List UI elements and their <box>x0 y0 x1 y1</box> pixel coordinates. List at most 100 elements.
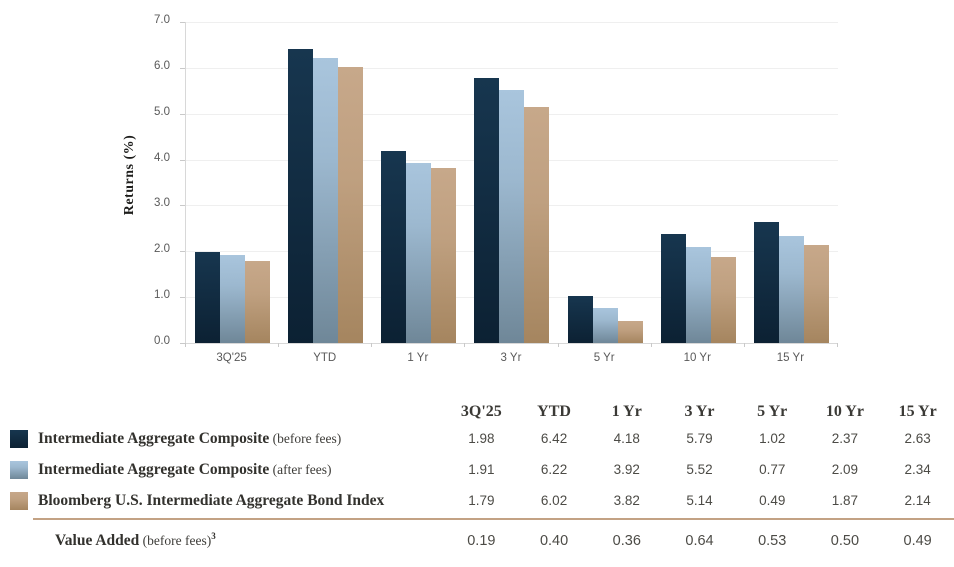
row-label-cell: Intermediate Aggregate Composite (after … <box>0 454 445 485</box>
value-added-label-cell: Value Added (before fees)3 <box>0 522 445 560</box>
bar-tan <box>431 167 457 343</box>
y-tick-mark <box>180 113 185 115</box>
x-tick-mark <box>371 343 373 347</box>
bar-group <box>279 48 372 343</box>
table-value-cell: 3.82 <box>613 493 640 508</box>
y-tick-label: 7.0 <box>154 14 170 26</box>
bar-group <box>372 151 465 343</box>
table-value-cell: 6.42 <box>540 431 568 446</box>
table-header-cell: 10 Yr <box>825 403 864 420</box>
y-tick-label: 6.0 <box>154 59 170 72</box>
bar-group <box>465 77 558 343</box>
table-row: Bloomberg U.S. Intermediate Aggregate Bo… <box>0 485 954 516</box>
x-tick-mark <box>278 343 280 347</box>
table-header-cell: 1 Yr <box>611 403 642 420</box>
y-tick-mark <box>180 343 185 344</box>
x-tick-mark <box>557 343 559 347</box>
table-header-cell: 5 Yr <box>757 403 788 420</box>
x-tick-mark <box>185 343 186 347</box>
legend-swatch-tan <box>10 491 28 510</box>
x-axis-category-label: 15 Yr <box>776 352 805 364</box>
row-label-cell: Bloomberg U.S. Intermediate Aggregate Bo… <box>0 485 445 516</box>
x-axis-category-label: 10 Yr <box>683 352 711 364</box>
bar-tan <box>245 260 271 343</box>
bar-navy <box>660 234 686 343</box>
row-label-cell: Intermediate Aggregate Composite (before… <box>0 423 445 454</box>
y-tick-label: 4.0 <box>154 151 170 164</box>
table-row: Intermediate Aggregate Composite (after … <box>0 454 954 485</box>
y-tick-mark <box>180 22 185 23</box>
table-header-row: 3Q'25 YTD 1 Yr 3 Yr 5 Yr 10 Yr 15 Yr <box>0 393 954 423</box>
bar-blue <box>685 247 711 343</box>
table-value-cell: 5.14 <box>686 493 713 508</box>
x-axis-category-label: YTD <box>313 352 337 364</box>
x-tick-mark <box>743 343 745 347</box>
value-added-cell: 0.40 <box>539 533 569 549</box>
bar-navy <box>753 222 779 343</box>
table-value-cell: 1.87 <box>831 493 859 508</box>
table-value-cell: 4.18 <box>613 431 640 446</box>
value-added-cell: 0.36 <box>612 533 641 549</box>
table-value-cell: 6.02 <box>540 493 568 508</box>
x-axis-category-label: 3 Yr <box>500 352 522 364</box>
table-header-cell: 15 Yr <box>898 403 937 420</box>
y-tick-mark <box>180 205 185 207</box>
row-label-suffix: (before fees) <box>269 430 342 446</box>
y-tick-mark <box>180 251 185 253</box>
bar-blue <box>220 255 246 343</box>
bar-group <box>652 234 745 343</box>
table-value-cell: 1.79 <box>468 493 495 508</box>
x-tick-mark <box>464 343 466 347</box>
table-value-cell: 1.98 <box>468 431 495 446</box>
value-added-label: Value Added (before fees)3 <box>55 531 216 550</box>
x-tick-mark <box>837 343 838 347</box>
bar-blue <box>592 307 618 343</box>
y-tick-mark <box>180 297 185 299</box>
table-header-cell: 3Q'25 <box>460 403 502 420</box>
bar-blue <box>499 89 525 343</box>
plot-area <box>185 22 838 344</box>
table-value-cell: 2.09 <box>831 462 859 477</box>
table-header-cell: YTD <box>537 403 571 420</box>
bar-tan <box>338 66 364 343</box>
table-header-cell: 3 Yr <box>684 403 715 420</box>
bar-blue <box>406 163 432 343</box>
bar-group <box>745 222 838 343</box>
y-tick-label: 3.0 <box>154 197 170 210</box>
table-value-cell: 0.49 <box>759 493 786 508</box>
table-value-cell: 1.02 <box>759 431 786 446</box>
value-added-cell: 0.53 <box>758 533 787 549</box>
gridline <box>186 67 838 69</box>
y-tick-mark <box>180 159 185 161</box>
row-label-suffix: (after fees) <box>269 461 332 477</box>
table-value-cell: 1.91 <box>468 462 495 477</box>
table-value-cell: 2.14 <box>904 493 931 508</box>
bar-navy <box>288 48 314 343</box>
returns-bar-chart: Returns (%) 7.0 6.0 5.0 4.0 3.0 2.0 1.0 0.0 3Q'2… <box>122 14 838 364</box>
value-added-cell: 0.49 <box>903 533 932 549</box>
y-tick-label: 5.0 <box>154 105 170 118</box>
table-row: Intermediate Aggregate Composite (before… <box>0 423 954 454</box>
table-value-cell: 3.92 <box>613 462 640 477</box>
bar-tan <box>617 320 643 343</box>
bar-blue <box>778 235 804 343</box>
table-value-cell: 2.63 <box>904 431 931 446</box>
bar-tan <box>524 107 550 343</box>
bar-navy <box>195 252 221 343</box>
x-tick-mark <box>650 343 652 347</box>
table-separator-line <box>33 518 954 520</box>
legend-swatch-navy <box>10 429 28 448</box>
y-tick-mark <box>180 67 185 69</box>
value-added-cell: 0.19 <box>467 533 496 549</box>
bar-navy <box>567 296 593 343</box>
x-axis-category-label: 5 Yr <box>593 352 615 364</box>
footnote-superscript: 3 <box>211 531 216 542</box>
value-added-label-suffix: (before fees) <box>139 533 212 549</box>
bar-navy <box>474 77 500 343</box>
x-axis-category-label: 3Q'25 <box>216 352 247 364</box>
bar-tan <box>803 244 829 343</box>
bar-tan <box>710 257 736 343</box>
bar-navy <box>381 151 407 343</box>
row-label: Bloomberg U.S. Intermediate Aggregate Bo… <box>38 491 385 509</box>
